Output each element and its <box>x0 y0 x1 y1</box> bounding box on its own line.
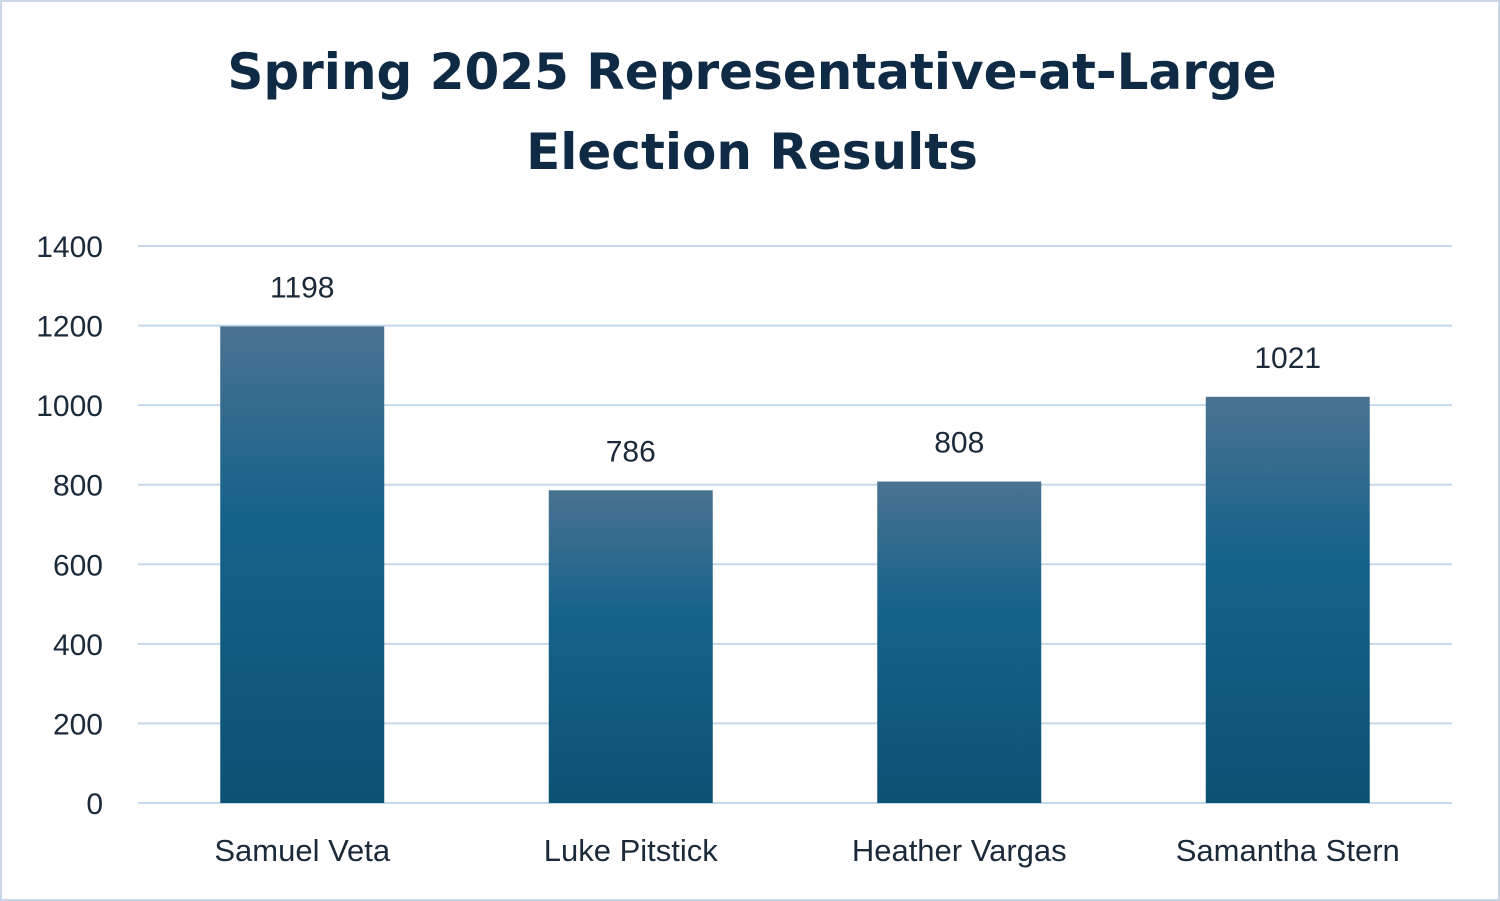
bar <box>1205 396 1370 803</box>
data-labels: 1198 786 808 1021 <box>270 271 1321 468</box>
y-tick-label: 0 <box>86 788 103 821</box>
chart-title-line-1: Spring 2025 Representative-at-Large <box>227 43 1277 101</box>
y-axis-tick-labels: 0 200 400 600 800 1000 1200 1400 <box>36 231 103 821</box>
data-label: 786 <box>606 435 656 468</box>
x-category-label: Heather Vargas <box>852 833 1067 868</box>
x-category-label: Luke Pitstick <box>544 833 719 868</box>
y-tick-label: 1000 <box>36 390 103 423</box>
y-tick-label: 800 <box>53 470 103 503</box>
chart-title-line-2: Election Results <box>526 123 978 181</box>
x-category-label: Samuel Veta <box>214 833 391 868</box>
x-category-label: Samantha Stern <box>1176 833 1400 868</box>
data-label: 1198 <box>270 271 335 304</box>
data-label: 1021 <box>1254 342 1321 375</box>
bars <box>220 326 1370 803</box>
bar <box>877 481 1042 803</box>
x-axis-category-labels: Samuel Veta Luke Pitstick Heather Vargas Sa… <box>214 833 1399 868</box>
y-tick-label: 400 <box>53 629 103 662</box>
data-label: 808 <box>934 427 984 460</box>
y-tick-label: 200 <box>53 708 103 741</box>
bar <box>220 326 385 803</box>
y-tick-label: 1400 <box>36 231 103 264</box>
y-tick-label: 600 <box>53 549 103 582</box>
chart-title: Spring 2025 Representative-at-Large Elec… <box>2 32 1500 192</box>
bar <box>548 490 713 803</box>
y-tick-label: 1200 <box>36 311 103 344</box>
